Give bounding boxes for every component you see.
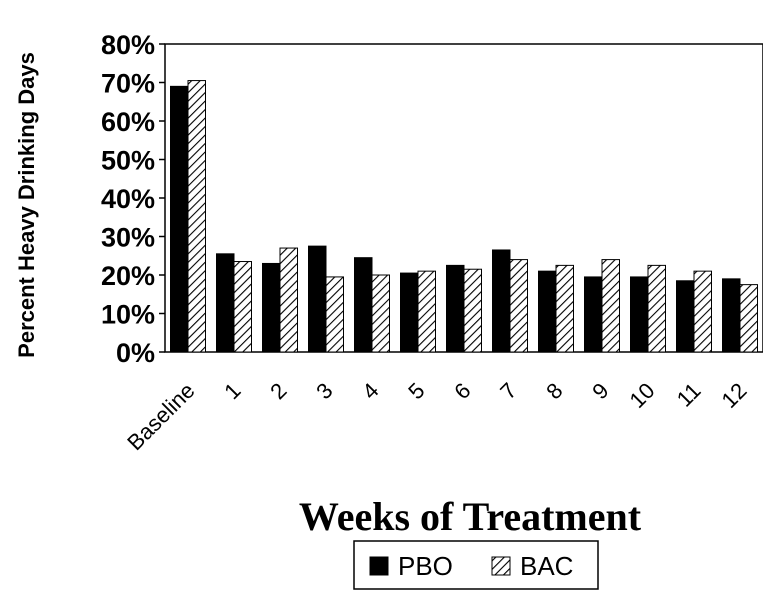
x-tick-label: 7	[495, 378, 521, 404]
x-tick-label: 6	[449, 378, 475, 404]
x-tick-label: 9	[587, 378, 613, 404]
y-tick-label: 0%	[116, 338, 155, 368]
bar-bac-2	[279, 247, 298, 353]
bar-pbo-8	[538, 270, 557, 353]
bar-pbo-7	[492, 249, 511, 353]
y-axis-title: Percent Heavy Drinking Days	[14, 52, 39, 358]
legend-swatch-pbo	[369, 556, 389, 576]
bar-bac-3	[325, 276, 344, 353]
bar-bac-5	[417, 270, 436, 353]
legend-label-bac: BAC	[520, 551, 573, 581]
y-tick-label: 20%	[101, 261, 155, 291]
bar-bac-8	[555, 264, 574, 353]
x-tick-label: 11	[672, 378, 706, 412]
y-axis: 0% 10% 20% 30% 40% 50% 60% 70% 80%	[101, 30, 165, 368]
y-tick-label: 30%	[101, 223, 155, 253]
bar-pbo-9	[584, 276, 603, 353]
x-tick-label: 5	[403, 378, 429, 404]
legend-label-pbo: PBO	[398, 551, 453, 581]
bar-bac-1	[233, 261, 252, 353]
bar-bac-12	[739, 284, 758, 353]
y-tick-label: 10%	[101, 300, 155, 330]
bar-bac-9	[601, 259, 620, 353]
x-tick-label: 1	[219, 378, 245, 404]
bar-pbo-4	[354, 257, 373, 353]
bar-bac-4	[371, 274, 390, 353]
bar-pbo-12	[722, 278, 741, 353]
y-tick-label: 60%	[101, 107, 155, 137]
x-tick-label: 12	[717, 378, 752, 413]
x-tick-label: 10	[625, 378, 660, 413]
bar-pbo-11	[676, 280, 695, 353]
legend-swatch-bac	[491, 556, 511, 576]
bar-bac-11	[693, 270, 712, 353]
bar-pbo-6	[446, 264, 465, 353]
x-axis-title: Weeks of Treatment	[299, 494, 642, 539]
bar-bac-6	[463, 268, 482, 353]
x-axis: Baseline 1 2 3 4 5 6 7 8 9 10 11 12	[122, 378, 751, 455]
y-tick-label: 40%	[101, 184, 155, 214]
bar-bac-baseline	[187, 80, 206, 353]
x-tick-label: 3	[311, 378, 337, 404]
bars	[170, 80, 758, 353]
y-tick-label: 80%	[101, 30, 155, 60]
x-tick-label: 4	[357, 378, 383, 404]
bar-pbo-1	[216, 253, 235, 353]
y-tick-label: 70%	[101, 69, 155, 99]
bar-pbo-baseline	[170, 85, 189, 353]
bar-pbo-5	[400, 272, 419, 353]
bar-bac-10	[647, 264, 666, 353]
bar-bac-7	[509, 259, 528, 353]
x-tick-label: Baseline	[122, 378, 199, 455]
legend-frame	[353, 540, 599, 590]
x-tick-label: 8	[541, 378, 567, 404]
x-tick-label: 2	[265, 378, 291, 404]
bar-pbo-2	[262, 262, 281, 353]
y-tick-label: 50%	[101, 146, 155, 176]
bar-pbo-3	[308, 245, 327, 353]
bar-pbo-10	[630, 276, 649, 353]
legend: PBO BAC	[353, 540, 599, 590]
